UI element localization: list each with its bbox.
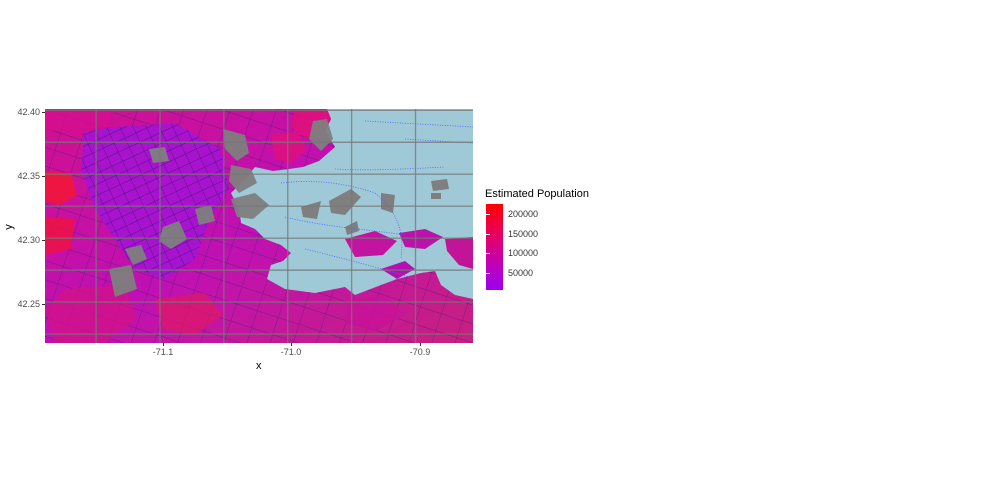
x-tick-label: -71.1 bbox=[152, 347, 174, 357]
legend-colorbar bbox=[486, 204, 503, 290]
x-tick-mark bbox=[291, 343, 292, 346]
legend-title: Estimated Population bbox=[485, 188, 589, 200]
y-tick-label: 42.30 bbox=[17, 235, 40, 245]
map-grid bbox=[45, 109, 473, 343]
legend-tick bbox=[486, 273, 490, 274]
legend-tick bbox=[486, 214, 490, 215]
legend-label: 100000 bbox=[508, 248, 539, 258]
legend-tick bbox=[486, 234, 490, 235]
x-tick-mark bbox=[163, 343, 164, 346]
y-tick-label: 42.35 bbox=[17, 171, 40, 181]
legend-label: 150000 bbox=[508, 229, 539, 239]
y-axis-title: y bbox=[2, 224, 15, 230]
harbor-islands bbox=[301, 179, 473, 279]
map-canvas[interactable] bbox=[45, 109, 473, 343]
x-tick-label: -71.0 bbox=[280, 347, 302, 357]
x-tick-label: -70.9 bbox=[409, 347, 431, 357]
y-tick-mark bbox=[42, 304, 45, 305]
high-population-area bbox=[45, 171, 77, 205]
y-tick-mark bbox=[42, 176, 45, 177]
legend-label: 50000 bbox=[508, 268, 534, 278]
y-tick-label: 42.40 bbox=[17, 107, 40, 117]
no-data-areas bbox=[109, 119, 333, 297]
x-tick-mark bbox=[420, 343, 421, 346]
y-tick-mark bbox=[42, 112, 45, 113]
transit-routes bbox=[280, 120, 473, 280]
y-tick-label: 42.25 bbox=[17, 299, 40, 309]
legend-tick bbox=[486, 253, 490, 254]
x-axis-title: x bbox=[256, 360, 262, 372]
map-panel[interactable] bbox=[45, 109, 473, 343]
y-tick-mark bbox=[42, 240, 45, 241]
legend-label: 200000 bbox=[508, 209, 539, 219]
